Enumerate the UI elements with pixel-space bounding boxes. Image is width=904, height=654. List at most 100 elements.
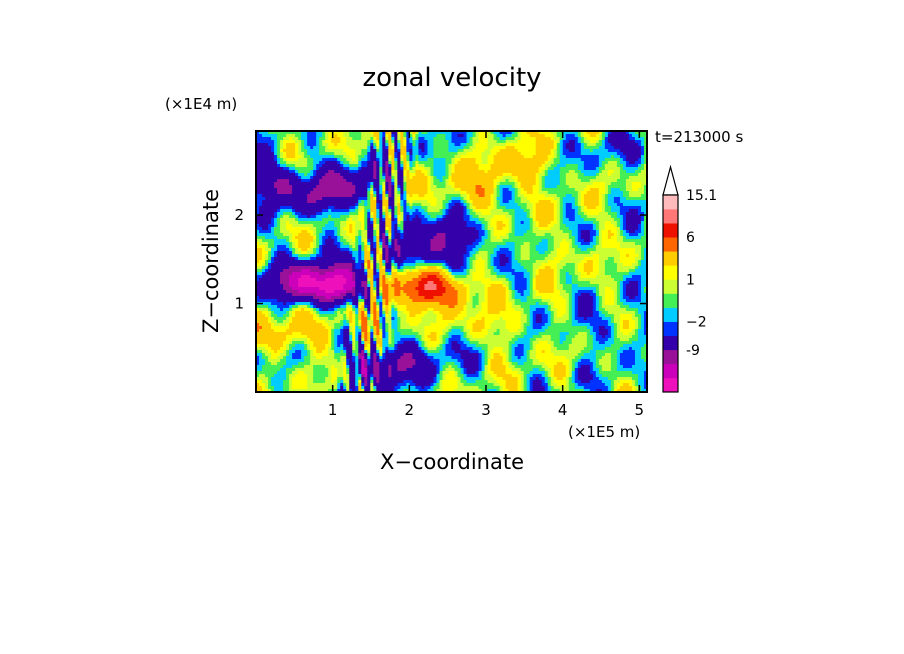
field-cell [535, 188, 540, 192]
field-cell [424, 188, 428, 192]
field-cell [385, 212, 389, 216]
field-cell [379, 245, 383, 249]
field-cell [307, 215, 311, 219]
field-cell [403, 197, 407, 201]
field-cell [634, 155, 639, 159]
field-cell [472, 170, 476, 174]
field-cell [466, 191, 470, 195]
field-cell [418, 206, 422, 210]
field-cell [640, 191, 645, 195]
field-cell [565, 140, 570, 144]
field-cell [568, 143, 573, 147]
field-cell [280, 131, 284, 135]
field-cell [481, 233, 485, 237]
field-cell [586, 239, 591, 243]
field-cell [553, 197, 558, 201]
field-cell [505, 233, 510, 237]
field-cell [382, 218, 386, 222]
field-cell [607, 212, 612, 216]
field-cell [340, 239, 344, 243]
field-cell [472, 209, 476, 213]
field-cell [364, 197, 368, 201]
field-cell [439, 230, 443, 234]
field-cell [337, 140, 341, 144]
field-cell [283, 245, 287, 249]
field-cell [550, 137, 555, 141]
field-cell [499, 173, 504, 177]
field-cell [559, 152, 564, 156]
field-cell [313, 149, 317, 153]
field-cell [532, 239, 537, 243]
field-cell [406, 224, 410, 228]
field-cell [541, 173, 546, 177]
field-cell [355, 158, 359, 162]
field-cell [400, 191, 404, 195]
field-cell [562, 239, 567, 243]
field-cell [625, 221, 630, 225]
field-cell [610, 140, 615, 144]
field-cell [361, 230, 365, 234]
field-cell [586, 221, 591, 225]
field-cell [265, 194, 269, 198]
field-cell [637, 227, 642, 231]
field-cell [394, 233, 398, 237]
field-cell [307, 233, 311, 237]
field-cell [628, 194, 633, 198]
field-cell [580, 176, 585, 180]
field-cell [610, 194, 615, 198]
field-cell [508, 134, 513, 138]
field-cell [265, 203, 269, 207]
field-cell [265, 209, 269, 213]
field-cell [277, 173, 281, 177]
field-cell [643, 170, 648, 174]
field-cell [523, 188, 528, 192]
field-cell [529, 155, 534, 159]
field-cell [424, 140, 428, 144]
field-cell [616, 134, 621, 138]
field-cell [613, 212, 618, 216]
field-cell [370, 161, 374, 165]
field-cell [325, 191, 329, 195]
field-cell [301, 200, 305, 204]
field-cell [391, 176, 395, 180]
field-cell [298, 155, 302, 159]
field-cell [316, 212, 320, 216]
field-cell [256, 170, 260, 174]
field-cell [331, 164, 335, 168]
field-cell [286, 185, 290, 189]
field-cell [598, 197, 603, 201]
field-cell [616, 164, 621, 168]
field-cell [631, 212, 636, 216]
field-cell [637, 170, 642, 174]
field-cell [616, 140, 621, 144]
field-cell [352, 242, 356, 246]
field-cell [571, 173, 576, 177]
field-cell [460, 227, 464, 231]
field-cell [553, 179, 558, 183]
field-cell [547, 197, 552, 201]
field-cell [409, 191, 413, 195]
field-cell [310, 164, 314, 168]
field-cell [622, 194, 627, 198]
field-cell [382, 206, 386, 210]
field-cell [256, 173, 260, 177]
field-cell [565, 143, 570, 147]
field-cell [358, 227, 362, 231]
field-cell [499, 134, 504, 138]
field-cell [259, 212, 263, 216]
field-cell [421, 170, 425, 174]
field-cell [457, 173, 461, 177]
field-cell [604, 179, 609, 183]
field-cell [562, 197, 567, 201]
field-cell [277, 188, 281, 192]
field-cell [520, 176, 525, 180]
field-cell [517, 176, 522, 180]
field-cell [289, 143, 293, 147]
field-cell [268, 173, 272, 177]
field-cell [373, 155, 377, 159]
field-cell [361, 161, 365, 165]
field-cell [553, 185, 558, 189]
field-cell [463, 179, 467, 183]
field-cell [370, 170, 374, 174]
field-cell [433, 203, 437, 207]
